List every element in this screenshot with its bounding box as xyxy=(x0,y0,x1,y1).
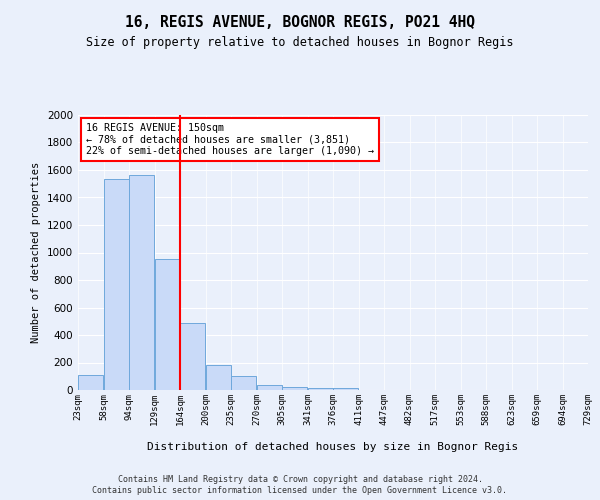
Text: 16, REGIS AVENUE, BOGNOR REGIS, PO21 4HQ: 16, REGIS AVENUE, BOGNOR REGIS, PO21 4HQ xyxy=(125,15,475,30)
Text: Size of property relative to detached houses in Bognor Regis: Size of property relative to detached ho… xyxy=(86,36,514,49)
Text: 16 REGIS AVENUE: 150sqm
← 78% of detached houses are smaller (3,851)
22% of semi: 16 REGIS AVENUE: 150sqm ← 78% of detache… xyxy=(86,123,374,156)
Bar xyxy=(78,375,103,390)
Bar xyxy=(231,376,256,390)
Bar xyxy=(206,364,231,390)
Bar xyxy=(180,322,205,390)
Bar xyxy=(333,388,358,390)
Bar xyxy=(129,175,154,390)
Text: Distribution of detached houses by size in Bognor Regis: Distribution of detached houses by size … xyxy=(148,442,518,452)
Bar xyxy=(155,260,180,390)
Text: Contains HM Land Registry data © Crown copyright and database right 2024.
Contai: Contains HM Land Registry data © Crown c… xyxy=(92,476,508,494)
Bar xyxy=(282,386,307,390)
Bar xyxy=(257,384,282,390)
Y-axis label: Number of detached properties: Number of detached properties xyxy=(31,162,41,343)
Bar xyxy=(104,179,129,390)
Bar xyxy=(308,388,333,390)
